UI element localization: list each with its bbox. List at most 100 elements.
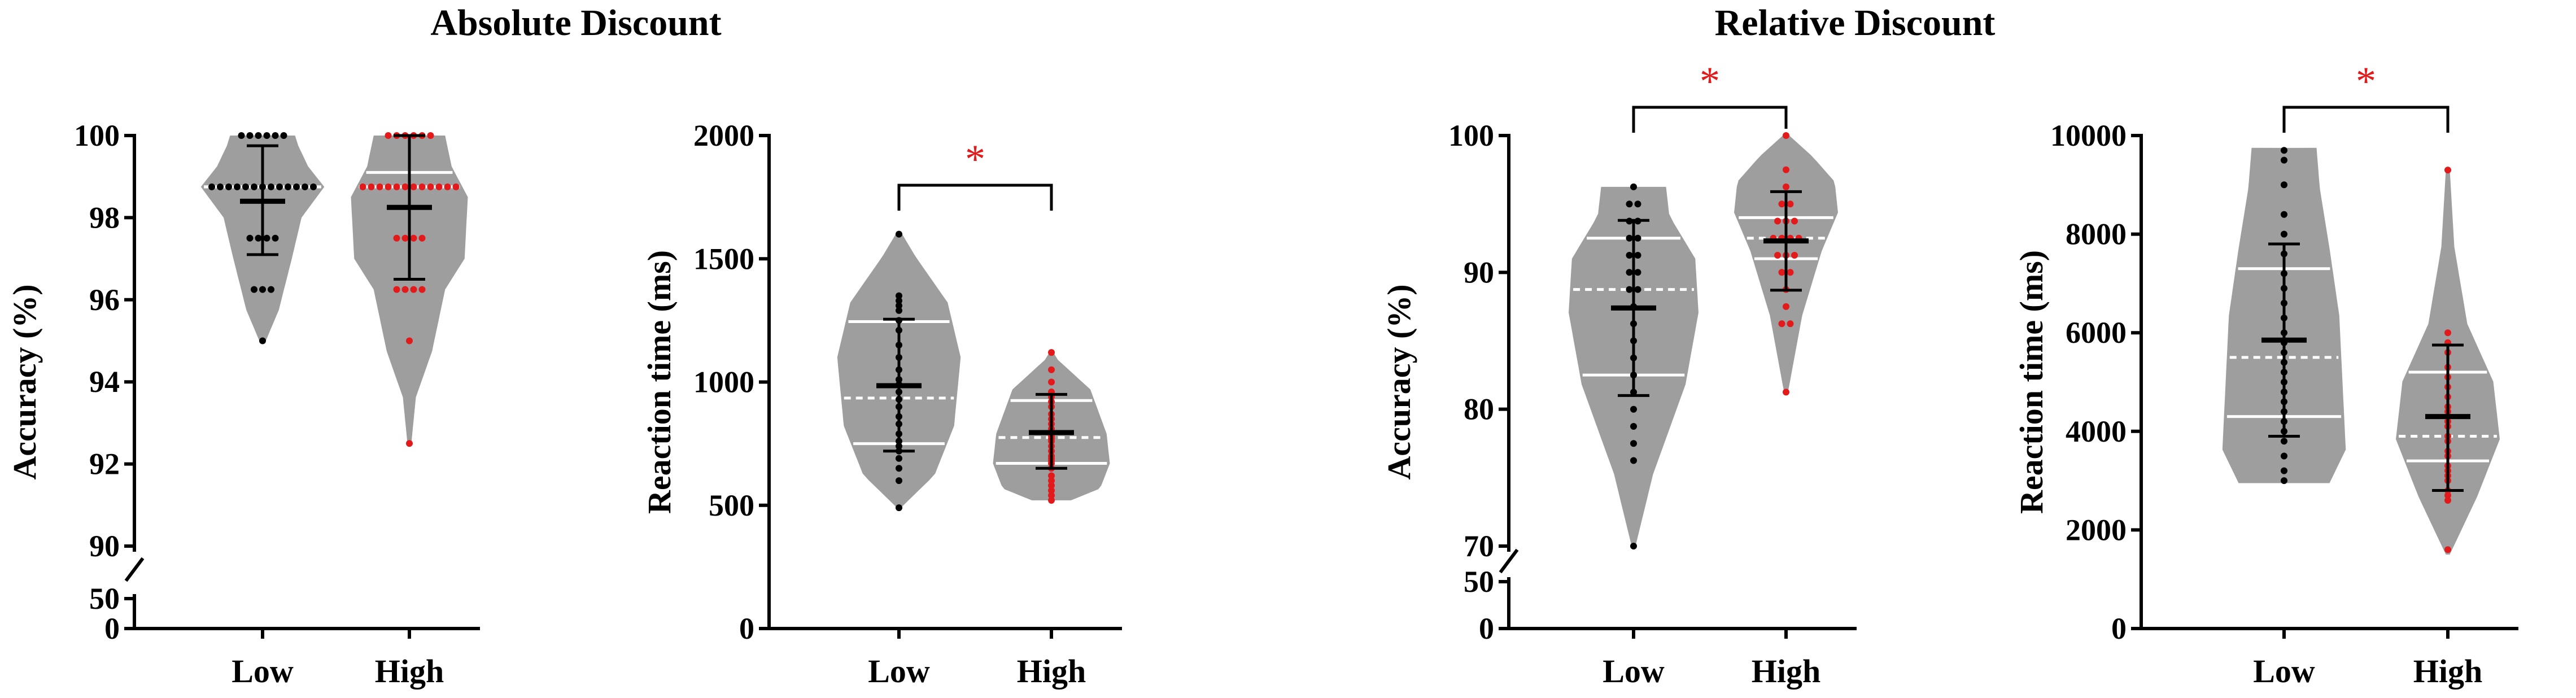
data-point xyxy=(2281,477,2287,485)
data-point xyxy=(259,286,266,293)
group-title-relative: Relative Discount xyxy=(1715,2,1996,43)
y-tick-label: 2000 xyxy=(2066,513,2127,547)
data-point xyxy=(401,183,409,190)
y-axis-label: Reaction time (ms) xyxy=(641,250,678,514)
data-point xyxy=(242,183,249,190)
data-point xyxy=(225,183,232,190)
y-tick-label: 90 xyxy=(89,529,120,563)
data-point xyxy=(896,455,902,462)
data-point xyxy=(2281,147,2287,154)
y-tick-label: 96 xyxy=(89,283,120,317)
data-point xyxy=(2281,467,2287,474)
data-point xyxy=(1630,405,1637,413)
data-point xyxy=(368,183,375,190)
data-point xyxy=(2281,438,2287,445)
y-tick-label: 6000 xyxy=(2066,316,2127,350)
data-point xyxy=(1048,477,1055,485)
data-point xyxy=(1048,492,1055,499)
data-point xyxy=(410,234,417,242)
violin-high xyxy=(351,136,468,444)
y-tick-label: 90 xyxy=(1464,255,1494,289)
data-point xyxy=(1626,286,1633,293)
data-point xyxy=(393,183,400,190)
data-point xyxy=(1626,200,1633,208)
data-point xyxy=(251,286,257,293)
x-tick-label: Low xyxy=(868,653,930,690)
data-point xyxy=(1048,366,1055,373)
data-point xyxy=(1048,497,1055,504)
y-tick-label: 0 xyxy=(2111,612,2127,645)
data-point xyxy=(410,286,417,293)
data-point xyxy=(268,183,274,190)
data-point xyxy=(1634,234,1641,242)
significance-bracket xyxy=(897,184,1053,211)
data-point xyxy=(1783,303,1789,310)
significance-star: * xyxy=(965,137,985,182)
y-tick-label: 0 xyxy=(1479,612,1494,645)
data-point xyxy=(2281,181,2287,189)
data-point xyxy=(418,286,426,293)
significance-star: * xyxy=(1700,59,1720,104)
data-point xyxy=(1791,252,1798,259)
data-point xyxy=(2444,546,2451,553)
data-point xyxy=(1048,482,1055,489)
data-point xyxy=(896,307,902,314)
data-point xyxy=(255,234,262,242)
data-point xyxy=(896,477,902,485)
data-point xyxy=(1787,320,1794,328)
data-point xyxy=(1783,389,1789,396)
data-point xyxy=(1626,252,1633,259)
y-tick-label: 70 xyxy=(1464,529,1494,563)
data-point xyxy=(246,234,254,242)
data-point xyxy=(385,132,392,139)
data-point xyxy=(263,132,270,139)
chart-2: 0 500 1000 1500 2000 Low High Reaction time (ms… xyxy=(641,119,1122,690)
data-point xyxy=(268,286,274,293)
chart-4: 0 2000 4000 6000 8000 10000 Low High Reaction ti… xyxy=(2013,59,2518,690)
data-point xyxy=(255,132,262,139)
data-point xyxy=(896,297,902,304)
data-point xyxy=(2444,329,2451,337)
data-point xyxy=(1787,269,1794,276)
y-tick-label: 98 xyxy=(89,200,120,234)
data-point xyxy=(1048,349,1055,356)
data-point xyxy=(234,183,241,190)
data-point xyxy=(1630,183,1637,190)
significance-star: * xyxy=(2356,59,2376,104)
data-point xyxy=(401,286,409,293)
data-point xyxy=(427,183,434,190)
y-tick-label: 1000 xyxy=(693,365,754,399)
data-point xyxy=(393,234,400,242)
data-point xyxy=(263,234,270,242)
data-point xyxy=(896,465,902,472)
data-point xyxy=(1626,269,1633,276)
data-point xyxy=(406,440,413,447)
data-point xyxy=(406,337,413,344)
data-point xyxy=(1630,457,1637,464)
data-point xyxy=(280,132,287,139)
data-point xyxy=(1778,200,1785,208)
data-point xyxy=(418,183,426,190)
data-point xyxy=(1630,543,1637,549)
x-tick-label: High xyxy=(1752,653,1821,690)
axis-break-mark xyxy=(124,557,145,582)
data-point xyxy=(393,286,400,293)
data-point xyxy=(1778,320,1785,328)
data-point xyxy=(896,504,902,512)
data-point xyxy=(1783,183,1789,190)
data-point xyxy=(2281,211,2287,218)
data-point xyxy=(285,183,291,190)
x-tick-label: High xyxy=(375,653,444,690)
data-point xyxy=(410,183,417,190)
data-point xyxy=(1783,132,1789,139)
data-point xyxy=(1791,217,1798,225)
x-tick-label: Low xyxy=(2253,653,2315,690)
data-point xyxy=(259,337,266,344)
significance-bracket xyxy=(2282,106,2450,133)
x-tick-label: Low xyxy=(232,653,294,690)
chart-3: 70 80 90 100 0 50 Low High Accuracy (%) * xyxy=(1381,59,1857,690)
y-tick-label: 10000 xyxy=(2050,119,2127,152)
y-tick-label: 1500 xyxy=(693,242,754,276)
data-point xyxy=(1634,269,1641,276)
